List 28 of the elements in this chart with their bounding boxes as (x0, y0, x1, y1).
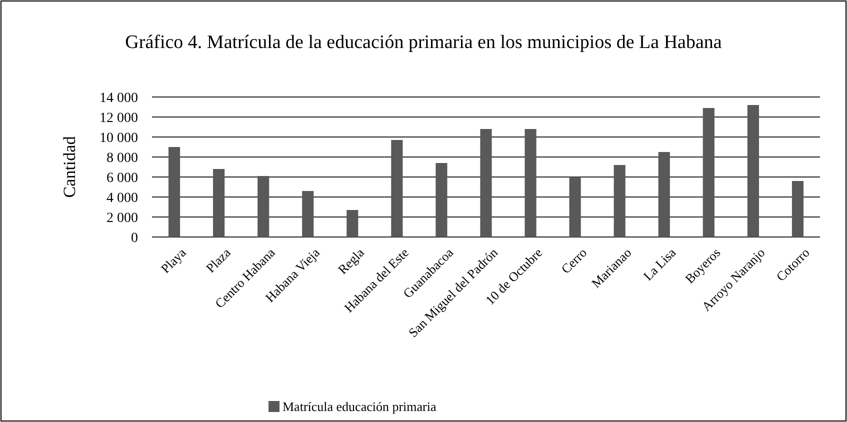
bar (168, 147, 180, 237)
chart-title: Gráfico 4. Matrícula de la educación primaria en los municipios de La Habana (125, 32, 722, 53)
y-tick-label: 4 000 (106, 190, 138, 206)
bar (302, 191, 314, 237)
bar (524, 129, 536, 237)
y-axis-title: Cantidad (60, 136, 79, 198)
bar (391, 140, 403, 237)
x-tick-label: Cerro (558, 244, 590, 276)
y-tick-label: 14 000 (100, 90, 138, 106)
bar (480, 129, 492, 237)
bar (702, 108, 714, 237)
bar (792, 181, 804, 237)
y-tick-label: 12 000 (100, 110, 138, 126)
y-tick-label: 6 000 (106, 170, 138, 186)
y-tick-label: 2 000 (106, 210, 138, 226)
y-tick-label: 8 000 (106, 150, 138, 166)
legend-label: Matrícula educación primaria (282, 399, 436, 414)
bar (747, 105, 759, 237)
bar (213, 169, 225, 237)
bar (258, 176, 270, 237)
bar (569, 177, 581, 237)
x-tick-label: La Lisa (640, 244, 679, 284)
y-tick-label: 10 000 (100, 130, 138, 146)
bar (346, 210, 358, 237)
bar (658, 152, 670, 237)
y-tick-label: 0 (131, 230, 138, 246)
bar (436, 163, 448, 237)
bar (614, 165, 626, 237)
